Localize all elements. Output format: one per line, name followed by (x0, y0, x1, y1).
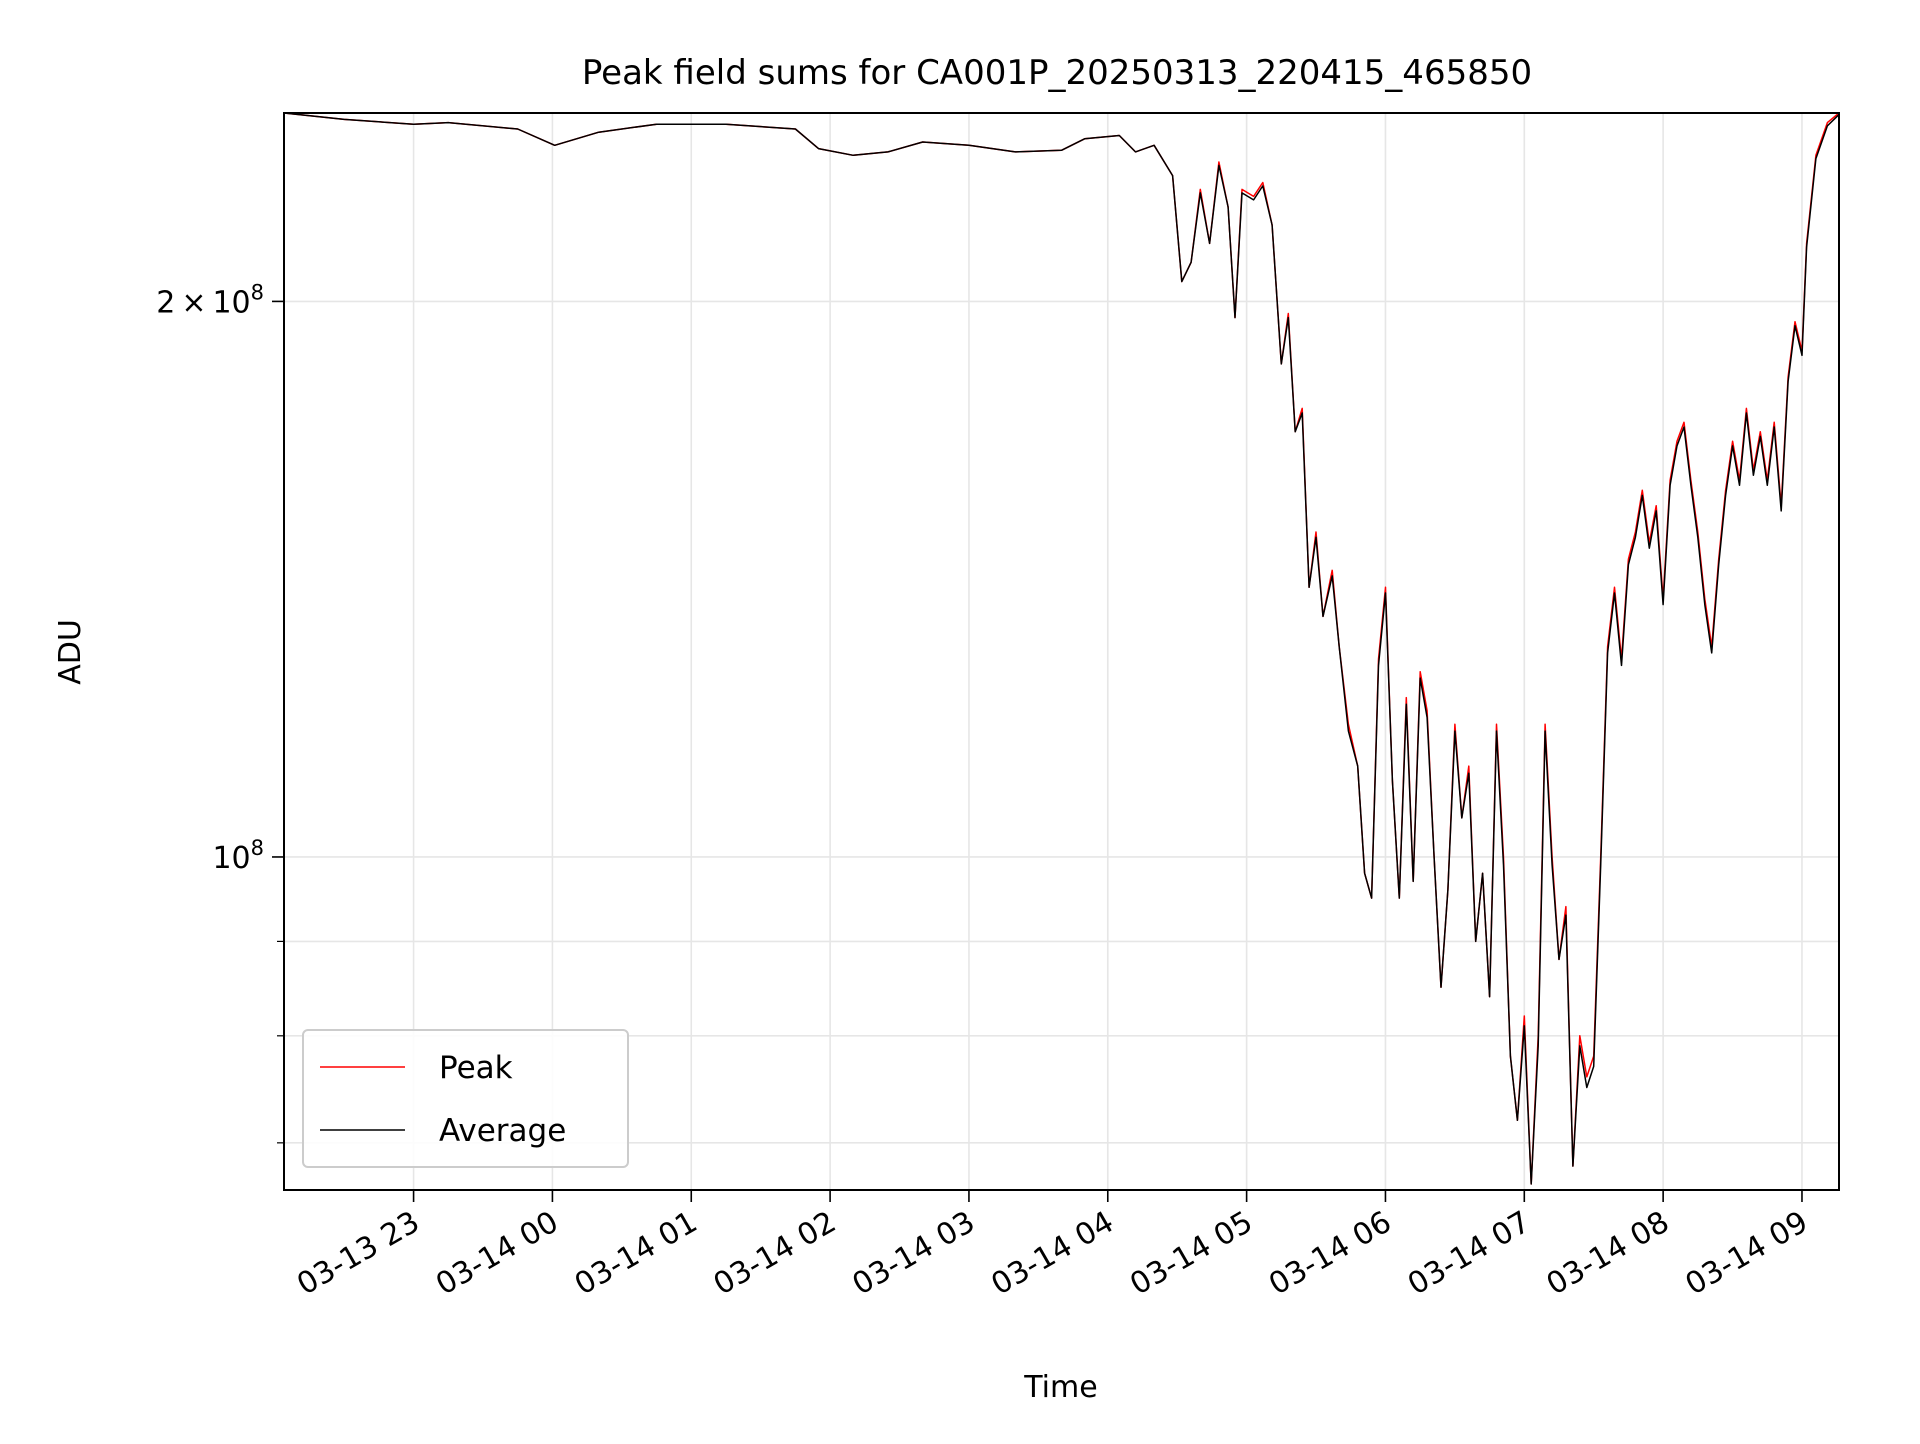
series-lines (283, 112, 1840, 1185)
x-axis-label: Time (1023, 1370, 1097, 1405)
series-line-average (283, 112, 1840, 1185)
legend-label-average: Average (439, 1113, 566, 1149)
y-axis-label: ADU (53, 619, 88, 685)
chart-title: Peak field sums for CA001P_20250313_2204… (582, 53, 1532, 93)
plot-frame (283, 112, 1840, 1191)
legend-box (302, 1029, 629, 1168)
grid (284, 113, 1839, 1190)
legend-label-peak: Peak (439, 1050, 513, 1086)
y-tick-label: 2 × 108 (156, 280, 264, 320)
legend: Peak Average (302, 1029, 629, 1168)
y-axis-ticks: 108 2 × 108 (156, 280, 284, 1144)
y-tick-label: 108 (212, 836, 264, 876)
